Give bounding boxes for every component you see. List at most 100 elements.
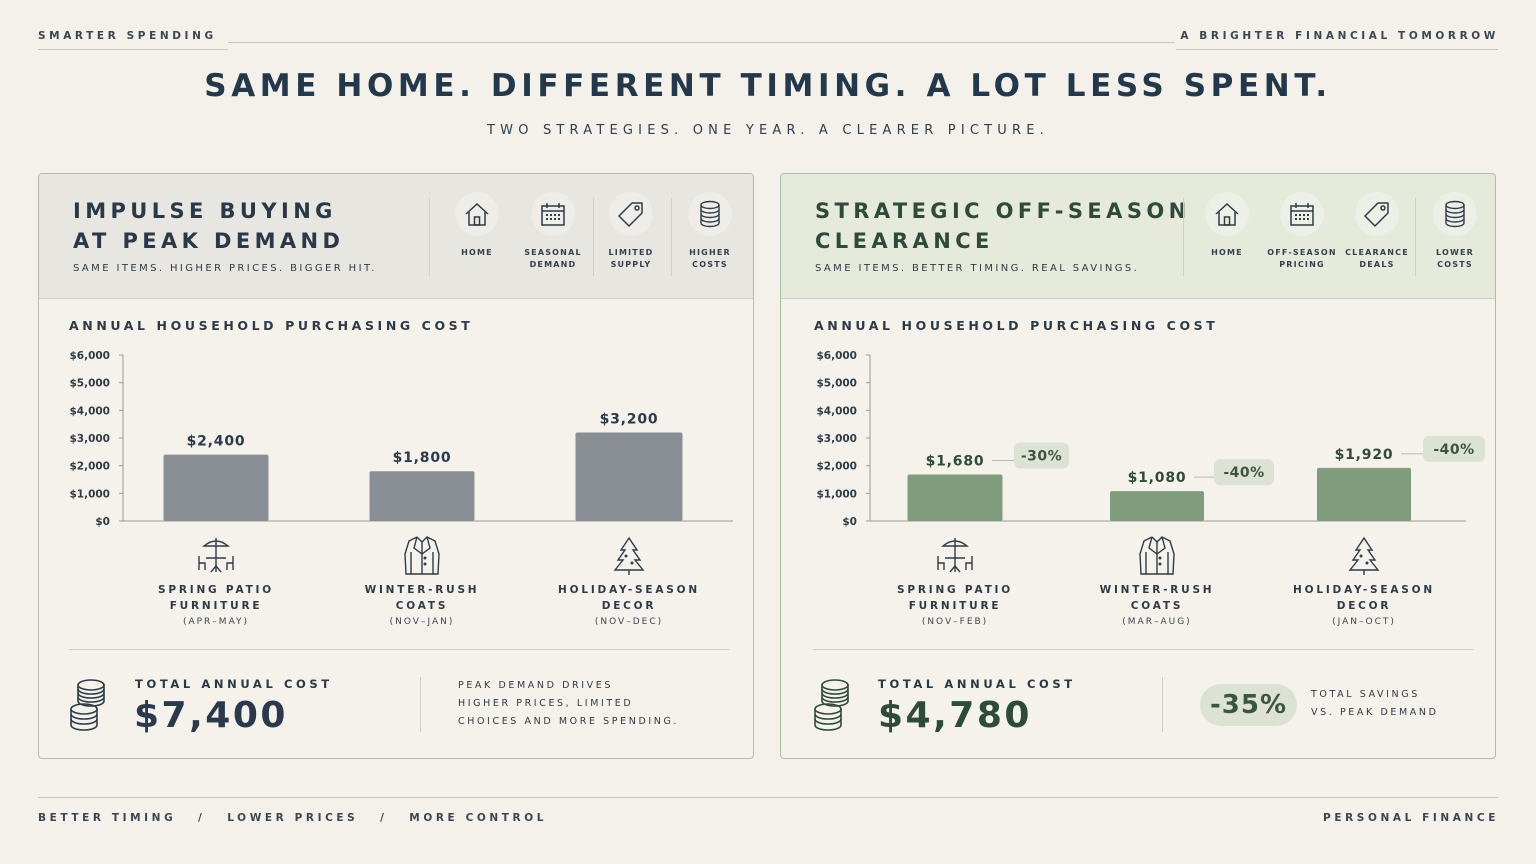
- feature-label-line: COSTS: [1437, 260, 1473, 269]
- divider: [420, 677, 421, 732]
- page-title: SAME HOME. DIFFERENT TIMING. A LOT LESS …: [204, 68, 1332, 104]
- divider: [429, 198, 430, 276]
- discount-badge: [1423, 435, 1485, 462]
- coins-icon: [1433, 192, 1477, 236]
- calendar-icon: [531, 192, 575, 236]
- coins-stack-icon: [814, 679, 849, 731]
- feature-label: HOME: [1187, 247, 1267, 259]
- y-tick-label: $6,000: [69, 350, 110, 362]
- coat-icon: [1082, 532, 1232, 576]
- y-tick-label: $2,000: [816, 461, 857, 473]
- bar: [1110, 491, 1204, 521]
- y-tick-label: $1,000: [69, 488, 110, 500]
- total-value: $7,400: [134, 695, 288, 736]
- bar: [907, 474, 1003, 521]
- category-name-line: SPRING PATIO: [158, 584, 274, 596]
- peak-demand-panel: IMPULSE BUYING AT PEAK DEMAND SAME ITEMS…: [38, 173, 754, 759]
- category-name: SPRING PATIO FURNITURE: [880, 582, 1030, 614]
- patio-table-icon: [880, 532, 1030, 576]
- category-label: HOLIDAY-SEASON DECOR (NOV–DEC): [554, 532, 704, 627]
- footnote-line: PEAK DEMAND DRIVES: [458, 680, 613, 691]
- feature-tile: HIGHER COSTS: [670, 192, 750, 271]
- page-subtitle: TWO STRATEGIES. ONE YEAR. A CLEARER PICT…: [487, 123, 1049, 138]
- feature-label: OFF-SEASON PRICING: [1262, 247, 1342, 271]
- category-name: WINTER-RUSH COATS: [1082, 582, 1232, 614]
- tree-icon: [554, 532, 704, 576]
- feature-label-line: SUPPLY: [610, 260, 652, 269]
- feature-label: LIMITED SUPPLY: [591, 247, 671, 271]
- header-rule: [228, 42, 1175, 43]
- header-underline-right: [1176, 49, 1498, 50]
- bar: [1317, 467, 1411, 521]
- tree-icon: [1289, 532, 1439, 576]
- divider: [813, 649, 1473, 650]
- y-tick-label: $3,000: [69, 433, 110, 445]
- category-label: SPRING PATIO FURNITURE (NOV–FEB): [880, 532, 1030, 627]
- panel-title: STRATEGIC OFF-SEASON CLEARANCE: [815, 196, 1191, 256]
- feature-tile: LIMITED SUPPLY: [591, 192, 671, 271]
- house-icon: [1205, 192, 1249, 236]
- discount-badge: [1014, 442, 1069, 469]
- footnote: PEAK DEMAND DRIVES HIGHER PRICES, LIMITE…: [458, 677, 679, 731]
- y-tick-label: $3,000: [816, 433, 857, 445]
- panel-title: IMPULSE BUYING AT PEAK DEMAND: [73, 196, 344, 256]
- total-label: TOTAL ANNUAL COST: [135, 677, 333, 691]
- tag-icon: [609, 192, 653, 236]
- savings-caption-line: TOTAL SAVINGS: [1311, 689, 1420, 700]
- tag-icon: [1355, 192, 1399, 236]
- feature-label-line: SEASONAL: [524, 248, 582, 257]
- peak-demand-chart: $0 $1,000 $2,000 $3,000 $4,000 $5,000 $6,000 $2…: [69, 350, 733, 528]
- discount-label: -30%: [1021, 449, 1062, 465]
- header-underline-left: [38, 49, 228, 50]
- y-tick-label: $4,000: [816, 405, 857, 417]
- total-label: TOTAL ANNUAL COST: [878, 677, 1076, 691]
- category-name-line: COATS: [395, 600, 449, 612]
- category-name-line: SPRING PATIO: [897, 584, 1013, 596]
- panel-title-line2: CLEARANCE: [815, 229, 994, 253]
- panel-title-line1: STRATEGIC OFF-SEASON: [815, 199, 1191, 223]
- divider: [69, 649, 729, 650]
- bar-value-label: $2,400: [187, 434, 246, 450]
- bar-value-label: $3,200: [600, 411, 659, 427]
- feature-label-line: DEALS: [1359, 260, 1395, 269]
- feature-label-line: HOME: [1211, 248, 1243, 257]
- panel-header: IMPULSE BUYING AT PEAK DEMAND SAME ITEMS…: [39, 174, 753, 299]
- coins-icon: [688, 192, 732, 236]
- discount-badge: [1214, 459, 1274, 486]
- category-date-range: (JAN–OCT): [1332, 617, 1396, 627]
- y-tick-label: $6,000: [816, 350, 857, 362]
- feature-label-line: COSTS: [692, 260, 728, 269]
- bar-value-label: $1,800: [393, 450, 452, 466]
- coat-icon: [347, 532, 497, 576]
- panel-subtitle: SAME ITEMS. HIGHER PRICES. BIGGER HIT.: [73, 263, 377, 274]
- bar: [575, 432, 683, 521]
- category-name-line: DECOR: [601, 600, 657, 612]
- category-date-range: (APR–MAY): [182, 617, 250, 627]
- category-name-line: HOLIDAY-SEASON: [1293, 584, 1435, 596]
- feature-label-line: LIMITED: [608, 248, 654, 257]
- header-right-label: A BRIGHTER FINANCIAL TOMORROW: [1180, 30, 1499, 42]
- chart-title: ANNUAL HOUSEHOLD PURCHASING COST: [814, 318, 1219, 333]
- y-tick-label: $5,000: [69, 378, 110, 390]
- feature-label: CLEARANCE DEALS: [1337, 247, 1417, 271]
- divider: [1162, 677, 1163, 732]
- category-label: WINTER-RUSH COATS (MAR–AUG): [1082, 532, 1232, 627]
- savings-badge: -35%: [1200, 684, 1297, 726]
- category-name: SPRING PATIO FURNITURE: [141, 582, 291, 614]
- discount-label: -40%: [1433, 442, 1474, 458]
- footer-rule: [38, 797, 1498, 798]
- bar: [163, 454, 269, 521]
- patio-table-icon: [141, 532, 291, 576]
- panel-title-line1: IMPULSE BUYING: [73, 199, 337, 223]
- feature-label-line: OFF-SEASON: [1267, 248, 1337, 257]
- off-season-chart: $0 $1,000 $2,000 $3,000 $4,000 $5,000 $6,000 $1…: [816, 350, 1485, 528]
- savings-caption-line: VS. PEAK DEMAND: [1311, 707, 1439, 718]
- divider: [1415, 198, 1416, 276]
- feature-label-line: HIGHER: [689, 248, 731, 257]
- panel-subtitle: SAME ITEMS. BETTER TIMING. REAL SAVINGS.: [815, 263, 1140, 274]
- category-name-line: WINTER-RUSH: [364, 584, 480, 596]
- feature-label: HIGHER COSTS: [670, 247, 750, 271]
- discount-label: -40%: [1223, 465, 1264, 481]
- coins-stack-icon: [70, 679, 105, 731]
- footnote-line: HIGHER PRICES, LIMITED: [458, 698, 634, 709]
